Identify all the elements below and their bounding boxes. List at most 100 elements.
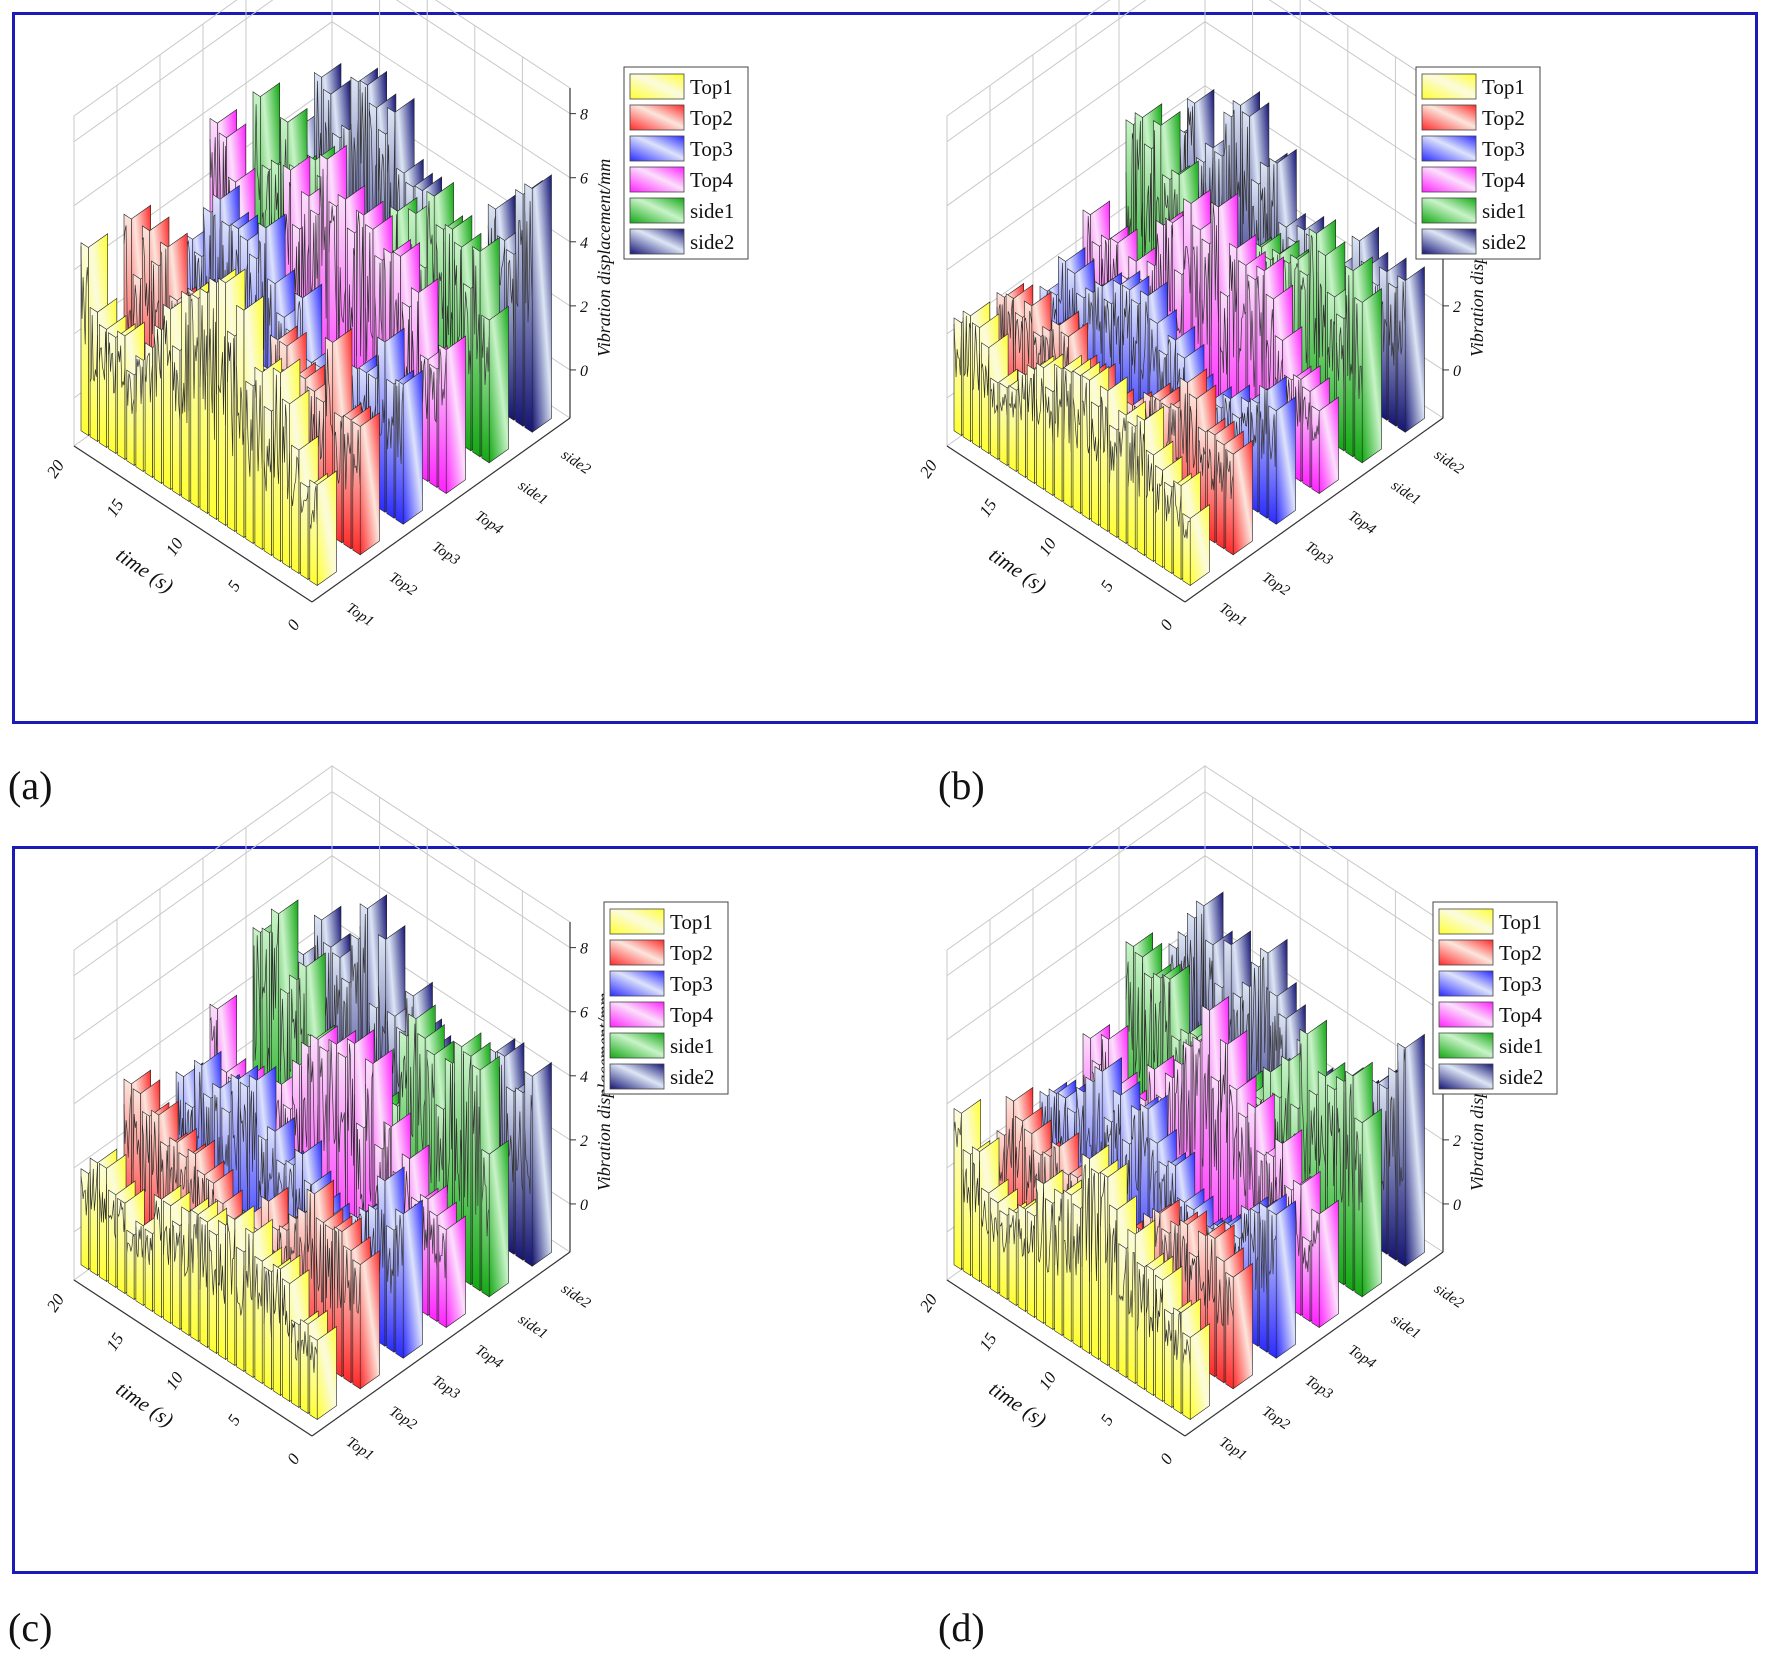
series-ribbon-top1 <box>952 1098 1210 1421</box>
vibration-trace <box>144 352 153 403</box>
time-tick-label: 10 <box>162 534 188 559</box>
bar-face <box>190 1209 199 1343</box>
legend-label: Top4 <box>1482 168 1525 192</box>
vibration-trace <box>261 171 270 254</box>
vibration-trace <box>1247 280 1256 387</box>
vibration-trace <box>444 1063 453 1194</box>
bar-face <box>1216 1256 1225 1384</box>
bar-face <box>126 369 135 467</box>
vibration-trace <box>1173 482 1182 527</box>
time-tick-label: 10 <box>1035 1368 1061 1393</box>
value-tick-label: 6 <box>580 1005 588 1022</box>
vibration-trace <box>999 1222 1008 1253</box>
vibration-trace <box>126 373 135 414</box>
legend-swatch <box>1421 73 1477 100</box>
legend-swatch <box>1438 970 1494 997</box>
bar-face <box>990 1197 999 1295</box>
vibration-trace <box>999 394 1008 416</box>
vibration-trace <box>1388 292 1397 366</box>
bar-face <box>1225 448 1234 556</box>
vibration-trace <box>190 298 199 399</box>
vibration-trace <box>301 213 310 309</box>
bar-face <box>515 189 524 427</box>
vibration-trace <box>346 1043 355 1166</box>
legend-label: side1 <box>1499 1034 1543 1058</box>
vibration-trace <box>141 1115 150 1192</box>
bar-side <box>316 470 337 587</box>
vibration-trace <box>1183 245 1192 294</box>
vibration-trace <box>524 201 533 323</box>
series-tick-label: Top1 <box>343 600 376 630</box>
vibration-trace <box>1103 1124 1112 1185</box>
legend-swatch <box>1421 228 1477 255</box>
vibration-trace <box>221 1135 230 1188</box>
bar-side <box>1361 288 1382 464</box>
bar-face <box>1216 439 1225 550</box>
vibration-trace <box>117 345 126 388</box>
bar-side <box>1318 1199 1339 1329</box>
vibration-trace <box>1229 255 1238 358</box>
bar-face <box>172 345 181 497</box>
vibration-trace <box>962 1168 971 1217</box>
value-tick-label: 2 <box>580 1133 588 1150</box>
vibration-trace <box>153 328 162 397</box>
vibration-trace <box>1008 391 1017 418</box>
vibration-trace <box>1265 309 1274 393</box>
bar-side <box>1275 1200 1296 1359</box>
vibration-trace <box>1201 253 1210 345</box>
vibration-trace <box>359 913 368 1073</box>
chart-panel-d: 0 5 10 15 20 time (s) Top1 Top2 Top3 Top4 side1 sid… <box>885 765 1758 1574</box>
bar-face <box>953 317 962 437</box>
vibration-trace <box>325 348 334 436</box>
series-tick-label: side1 <box>515 1312 550 1343</box>
vibration-trace <box>1090 1172 1099 1282</box>
vibration-trace <box>117 1201 126 1232</box>
vibration-trace <box>1198 1250 1207 1306</box>
vibration-trace <box>1268 414 1277 467</box>
vibration-trace <box>395 1214 404 1277</box>
vibration-trace <box>368 108 377 256</box>
legend-label: side2 <box>670 1065 714 1089</box>
bar-side <box>1189 504 1210 587</box>
bar-face <box>1397 275 1406 433</box>
vibration-trace <box>1188 1258 1197 1314</box>
bar-face <box>981 1187 990 1289</box>
bar-face <box>953 1107 962 1271</box>
vibration-trace <box>352 1260 361 1315</box>
vibration-trace <box>399 1055 408 1130</box>
vibration-trace <box>1174 1069 1183 1156</box>
vibration-trace <box>1198 440 1206 476</box>
vibration-trace <box>1302 1245 1311 1273</box>
vibration-trace <box>334 1229 343 1309</box>
chart-panel-c: 0 5 10 15 20 time (s) Top1 Top2 Top3 Top4 side1 sid… <box>12 765 885 1574</box>
vibration-trace <box>309 485 318 529</box>
series-tick-label: Top2 <box>386 570 420 600</box>
vibration-trace <box>1140 1111 1149 1186</box>
vibration-trace <box>386 1230 395 1294</box>
bar-side <box>488 1139 509 1298</box>
series-tick-label: Top4 <box>1345 1342 1379 1372</box>
bar-face <box>309 1334 318 1421</box>
vibration-trace <box>1045 1199 1054 1273</box>
vibration-trace <box>981 1200 990 1235</box>
bar-face <box>245 1227 254 1379</box>
series-ribbon-top1 <box>79 1148 337 1421</box>
vibration-trace <box>89 314 98 383</box>
bar-face <box>163 303 171 491</box>
vibration-trace <box>454 1082 463 1202</box>
vibration-trace <box>1103 301 1112 358</box>
legend-swatch <box>1438 1032 1494 1059</box>
value-tick-label: 8 <box>580 107 588 124</box>
vibration-trace <box>1311 413 1320 441</box>
bar-face <box>1397 1042 1406 1267</box>
vibration-trace <box>383 1123 392 1230</box>
bar-face <box>1268 1209 1277 1359</box>
bar-face <box>1145 449 1154 563</box>
vibration-trace <box>1134 962 1143 1079</box>
vibration-trace <box>1112 292 1121 365</box>
vibration-trace <box>141 237 150 316</box>
vibration-trace <box>80 246 89 345</box>
bar-face <box>291 1319 300 1409</box>
vibration-trace <box>172 1224 181 1262</box>
bar-face <box>1173 1307 1182 1415</box>
